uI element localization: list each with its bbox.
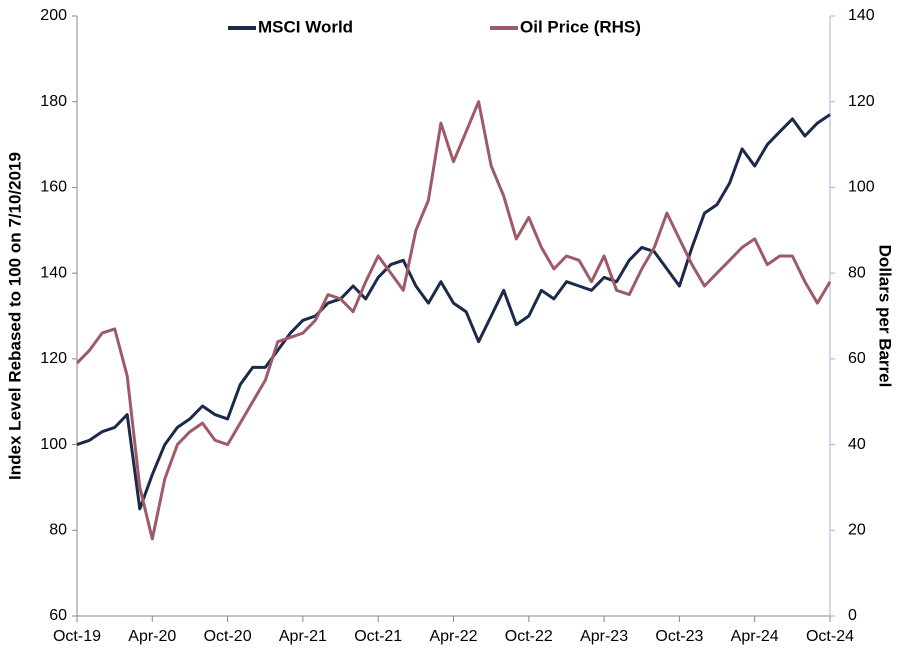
y-tick-label: 60 <box>49 607 67 624</box>
y-tick-label: 180 <box>40 93 67 110</box>
y2-tick-label: 100 <box>848 179 875 196</box>
x-tick-label: Apr-23 <box>580 628 628 645</box>
y-tick-label: 100 <box>40 436 67 453</box>
y2-tick-label: 0 <box>848 607 857 624</box>
x-tick-label: Apr-24 <box>731 628 779 645</box>
x-tick-label: Oct-22 <box>505 628 553 645</box>
legend-label: Oil Price (RHS) <box>520 17 641 36</box>
y2-tick-label: 60 <box>848 350 866 367</box>
legend-label: MSCI World <box>258 17 353 36</box>
y2-tick-label: 80 <box>848 264 866 281</box>
x-tick-label: Apr-20 <box>128 628 176 645</box>
y2-tick-label: 140 <box>848 7 875 24</box>
y2-tick-label: 40 <box>848 436 866 453</box>
series-line <box>76 113 831 511</box>
x-tick-label: Apr-21 <box>279 628 327 645</box>
x-tick-label: Apr-22 <box>429 628 477 645</box>
y-axis-label: Index Level Rebased to 100 on 7/10/2019 <box>5 152 24 480</box>
y-tick-label: 80 <box>49 522 67 539</box>
x-tick-label: Oct-19 <box>53 628 101 645</box>
y2-tick-label: 120 <box>848 93 875 110</box>
y2-axis-label: Dollars per Barrel <box>876 245 895 388</box>
x-tick-label: Oct-21 <box>354 628 402 645</box>
y-tick-label: 120 <box>40 350 67 367</box>
x-tick-label: Oct-24 <box>806 628 854 645</box>
x-tick-label: Oct-20 <box>204 628 252 645</box>
y-tick-label: 140 <box>40 264 67 281</box>
x-tick-label: Oct-23 <box>655 628 703 645</box>
y2-tick-label: 20 <box>848 522 866 539</box>
y-tick-label: 200 <box>40 7 67 24</box>
y-tick-label: 160 <box>40 179 67 196</box>
series-line <box>75 100 832 541</box>
